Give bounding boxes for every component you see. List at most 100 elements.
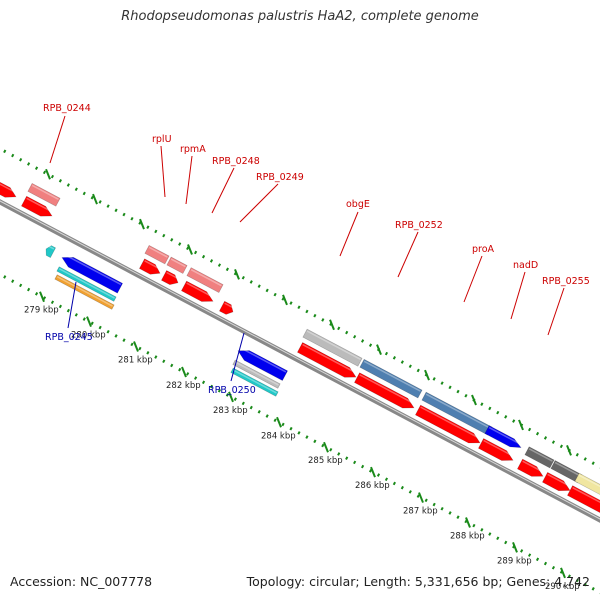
gene-label[interactable]: nadD [513,260,538,271]
label-leader-line [547,287,565,336]
tick-mark [181,366,187,378]
tick-label: 287 kbp [403,507,438,517]
gene-feature[interactable] [56,266,117,302]
gene-feature[interactable] [524,446,555,469]
gene-box [144,244,170,265]
inner-dotted-track [0,272,600,595]
gene-feature[interactable] [354,372,416,413]
gene-highlight [306,330,361,361]
gene-arrow [517,458,544,477]
gene-highlight [302,343,358,374]
gene-label[interactable]: obgE [346,199,370,210]
gene-feature[interactable] [59,253,123,294]
tick-mark [86,316,92,327]
gene-highlight [420,406,482,440]
outer-tick-mark [234,269,240,280]
gene-highlight [547,473,572,488]
gene-highlight [359,374,416,405]
gene-arrow [484,425,522,448]
gene-label[interactable]: RPB_0245 [45,332,93,343]
gene-feature[interactable] [484,425,523,452]
outer-tick-mark [45,168,51,180]
gene-feature[interactable] [550,460,583,484]
gene-box [524,446,555,469]
gene-highlight [488,426,522,446]
gene-arrow [567,485,600,518]
gene-label[interactable]: rplU [152,134,172,145]
label-leader-line [185,155,193,205]
gene-highlight [148,246,168,258]
gene-feature[interactable] [232,359,281,389]
gene-feature[interactable] [235,346,288,381]
gene-highlight [186,282,215,299]
gene-feature[interactable] [542,472,572,495]
gene-feature[interactable] [166,256,188,274]
gene-arrow [478,438,514,461]
outer-tick-mark [187,244,193,255]
gene-label[interactable]: RPB_0252 [395,220,443,231]
tick-label: 284 kbp [261,431,296,441]
gene-label[interactable]: proA [472,244,495,255]
tick-label: 279 kbp [24,306,59,316]
gene-label[interactable]: RPB_0255 [542,276,590,287]
gene-highlight [240,347,287,373]
tick-label: 288 kbp [450,531,485,541]
outer-dotted-track [0,147,600,469]
label-leader-line [510,271,526,320]
tick-label: 283 kbp [213,406,248,416]
gene-arrow [45,245,56,258]
gene-feature[interactable] [21,195,54,221]
genome-info-text: Topology: circular; Length: 5,331,656 bp… [246,574,590,589]
gene-feature[interactable] [161,270,180,287]
gene-highlight [170,258,186,268]
gene-highlight [48,245,55,250]
gene-feature[interactable] [230,367,279,397]
gene-highlight [58,268,115,299]
gene-highlight [528,448,553,462]
gene-feature[interactable] [359,358,423,399]
gene-feature[interactable] [302,328,363,367]
tick-mark [418,492,424,503]
gene-labels: RPB_0244 rplU rpmA RPB_0248 RPB_0249 obgE RPB_… [43,103,590,396]
tick-mark [370,466,376,478]
gene-feature[interactable] [181,280,215,306]
gene-feature[interactable] [0,180,19,202]
gene-box [574,472,600,505]
gene-feature[interactable] [43,244,56,258]
gene-label[interactable]: RPB_0248 [212,156,260,167]
gene-feature[interactable] [297,342,358,382]
backbone-line [0,199,600,523]
tick-label: 286 kbp [355,481,390,491]
gene-feature[interactable] [219,300,235,317]
gene-feature[interactable] [478,438,515,465]
gene-label[interactable]: RPB_0250 [208,385,256,396]
gene-highlight [144,260,162,271]
gene-feature[interactable] [517,458,545,481]
gene-highlight [64,253,122,286]
gene-label[interactable]: RPB_0249 [256,172,304,183]
gene-feature[interactable] [27,182,61,207]
gene-arrow [415,404,481,444]
tick-mark [133,341,139,352]
gene-highlight [363,360,421,392]
gene-box [56,266,117,302]
gene-feature[interactable] [54,274,115,310]
gene-box [230,367,279,397]
gene-arrow [542,472,571,491]
gene-highlight [26,197,54,213]
gene-arrow [181,280,214,302]
gene-highlight [234,361,279,386]
gene-feature[interactable] [567,485,600,522]
gene-label[interactable]: RPB_0244 [43,103,91,114]
gene-label[interactable]: rpmA [180,144,206,155]
gene-feature[interactable] [139,258,162,278]
outer-tick-mark [282,294,288,306]
label-leader-line [339,211,359,257]
gene-arrow [237,350,288,381]
gene-feature[interactable] [415,404,482,448]
tick-mark [39,291,45,303]
gene-feature[interactable] [186,267,224,293]
gene-box [186,267,224,293]
gene-feature[interactable] [144,244,170,265]
tick-mark [323,441,329,453]
